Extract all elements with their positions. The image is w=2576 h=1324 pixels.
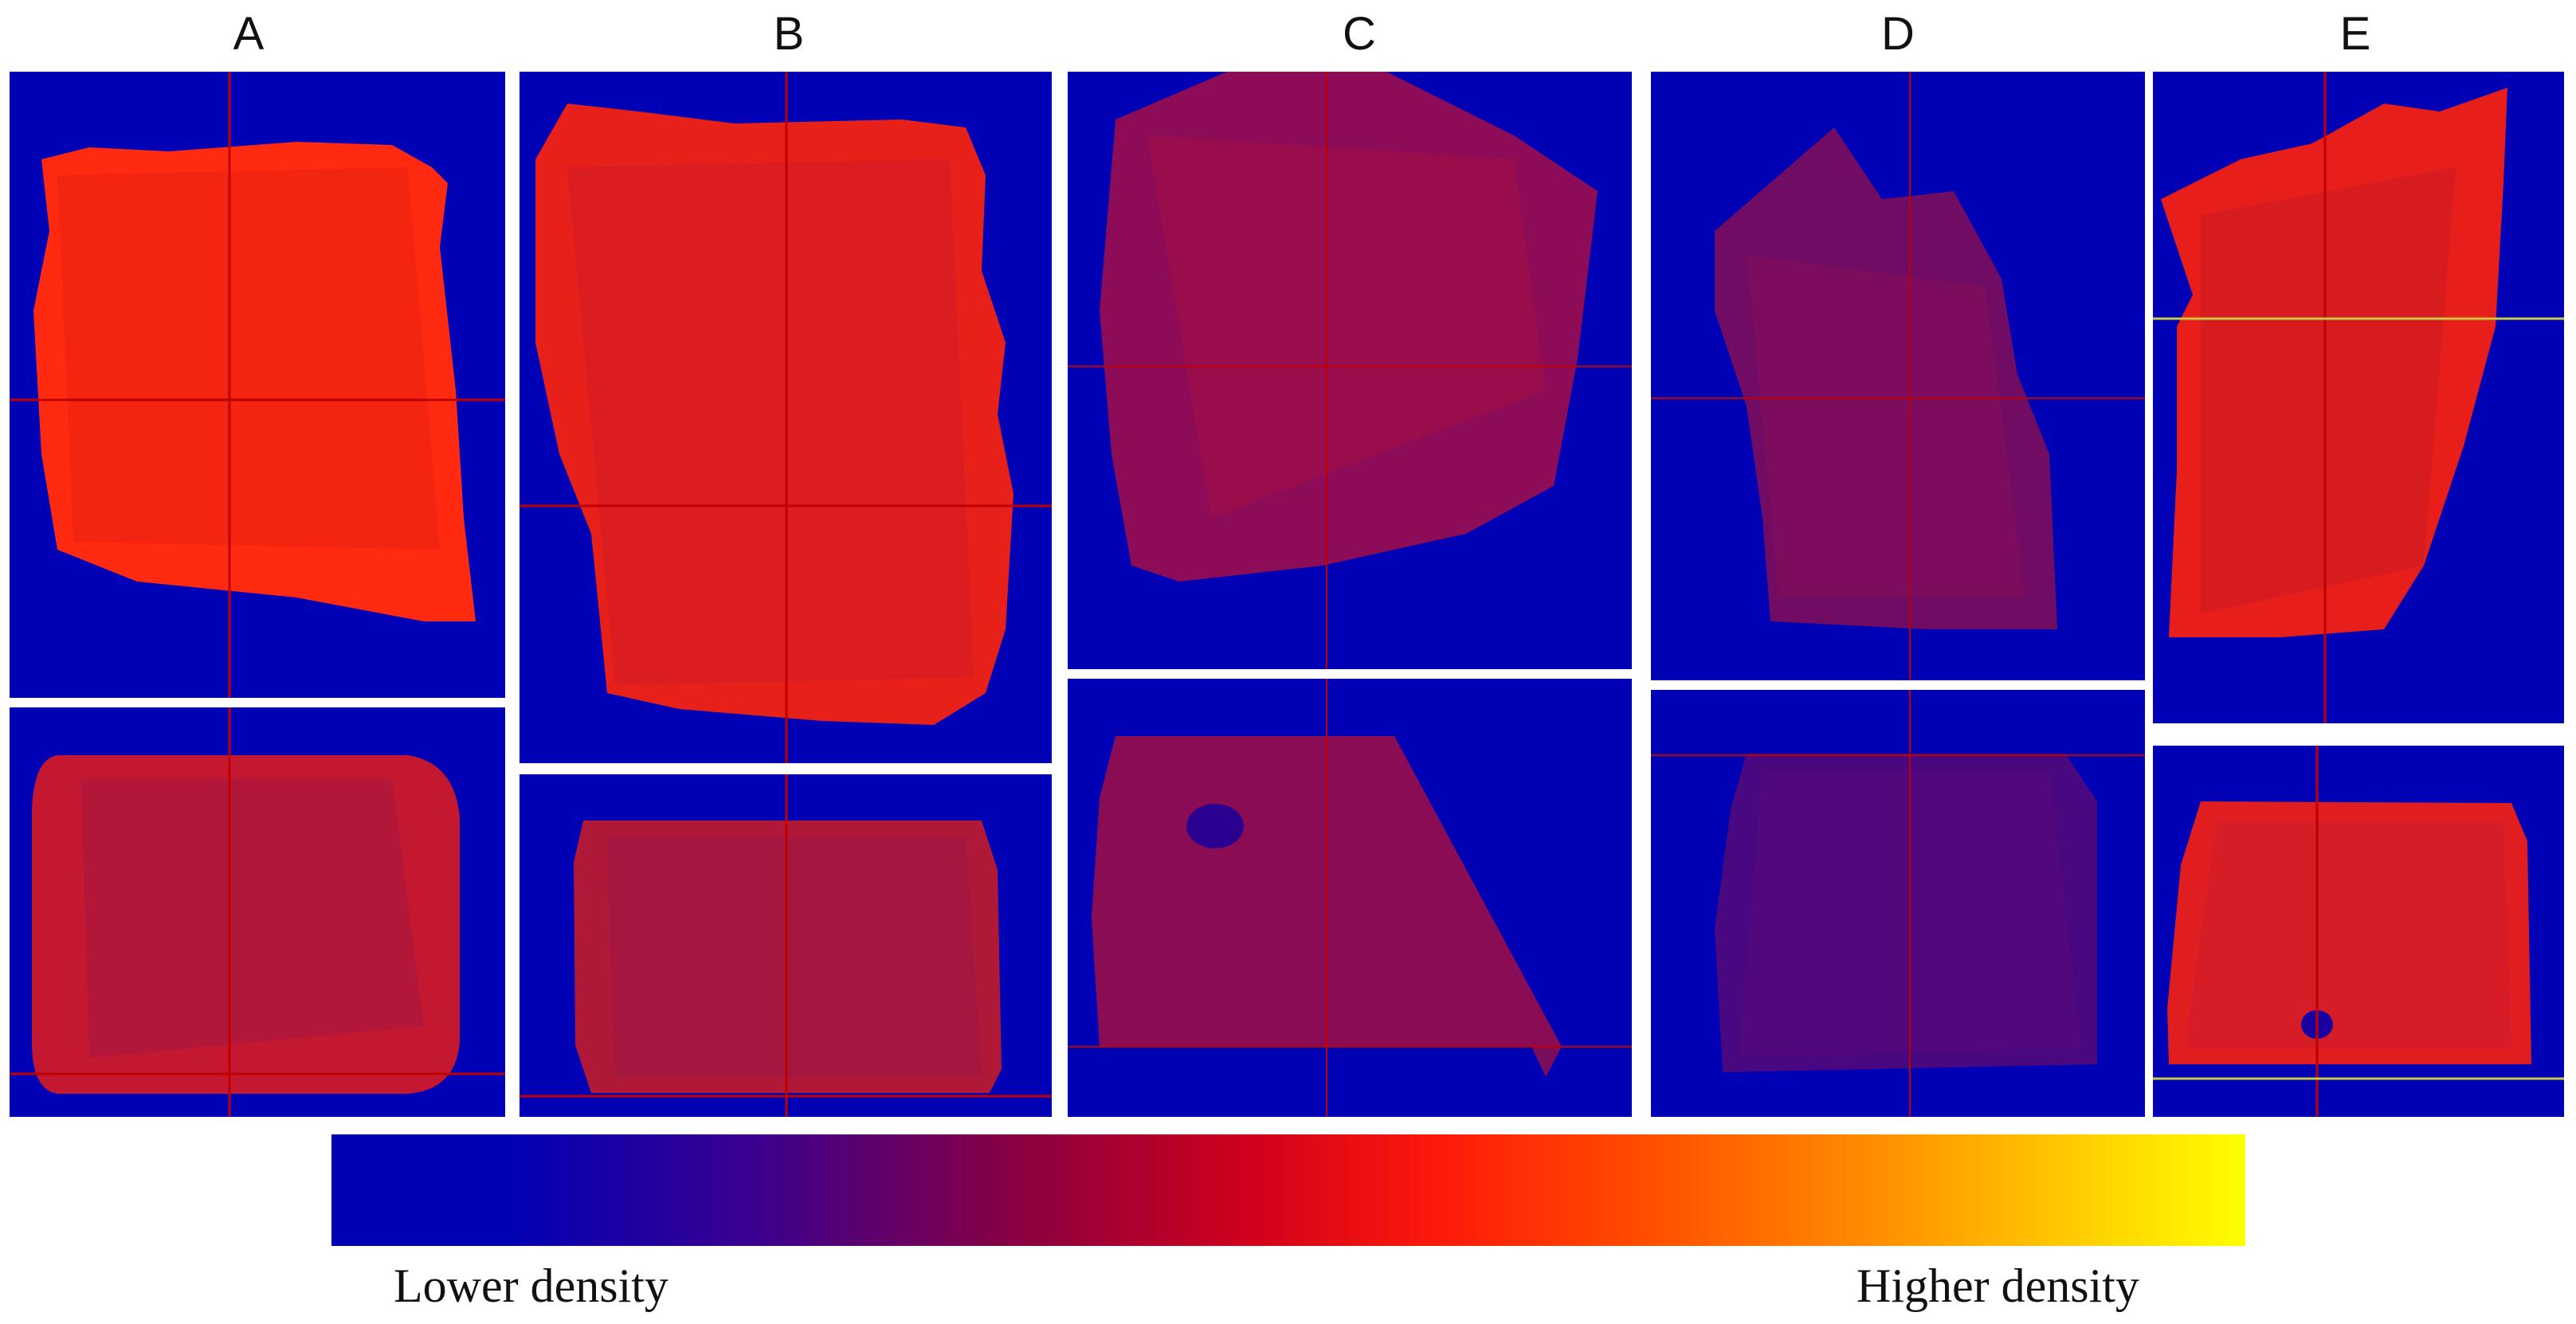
panel-c-bottom [1068,679,1632,1117]
panel-d-bottom [1651,690,2145,1117]
panel-c-top [1068,72,1632,669]
density-colorbar [331,1134,2245,1246]
panel-a-top [10,72,505,698]
panel-b-bottom [520,774,1052,1117]
column-label-c: C [1343,8,1376,60]
panel-d-top [1651,72,2145,680]
colorbar-high-label: Higher density [1857,1259,2139,1312]
colorbar-low-label: Lower density [394,1259,669,1312]
column-label-e: E [2339,8,2371,60]
panel-e-bottom [2153,746,2564,1117]
column-label-b: B [773,8,805,60]
panel-a-bottom [10,707,505,1117]
panel-e-top [2153,72,2564,723]
column-label-a: A [233,8,265,60]
panel-b-top [520,72,1052,763]
column-label-d: D [1881,8,1915,60]
